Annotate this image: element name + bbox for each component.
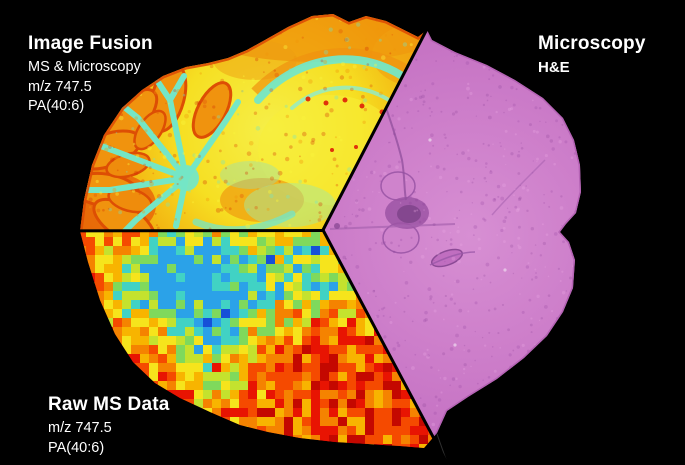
divider-left [0, 229, 324, 233]
microscopy-title: Microscopy [538, 33, 646, 54]
hippocampus-structure [251, 48, 418, 152]
microscopy-stain: H&E [538, 59, 570, 76]
image-fusion-lipid: PA(40:6) [28, 98, 85, 114]
divider-lines [0, 0, 448, 465]
teal-patch [244, 183, 336, 227]
divider-top [321, 0, 444, 231]
midbrain-structures [329, 83, 546, 347]
teal-patch [220, 161, 280, 189]
panel-label-microscopy: Microscopy H&E [538, 33, 646, 78]
raw-ms-lipid: PA(40:6) [48, 439, 105, 456]
vessel-line [381, 95, 407, 201]
image-fusion-mz: m/z 747.5 [28, 78, 92, 95]
image-fusion-subtitle: MS & Microscopy [28, 59, 141, 75]
image-fusion-title: Image Fusion [28, 33, 153, 54]
divider-bottom [321, 229, 450, 465]
panel-label-image-fusion: Image Fusion MS & Microscopy m/z 747.5 P… [28, 33, 153, 117]
raw-ms-mz: m/z 747.5 [48, 420, 112, 436]
raw-ms-title: Raw MS Data [48, 394, 170, 415]
midline-groove [329, 223, 456, 230]
panel-label-raw-ms: Raw MS Data m/z 747.5 PA(40:6) [48, 394, 170, 458]
